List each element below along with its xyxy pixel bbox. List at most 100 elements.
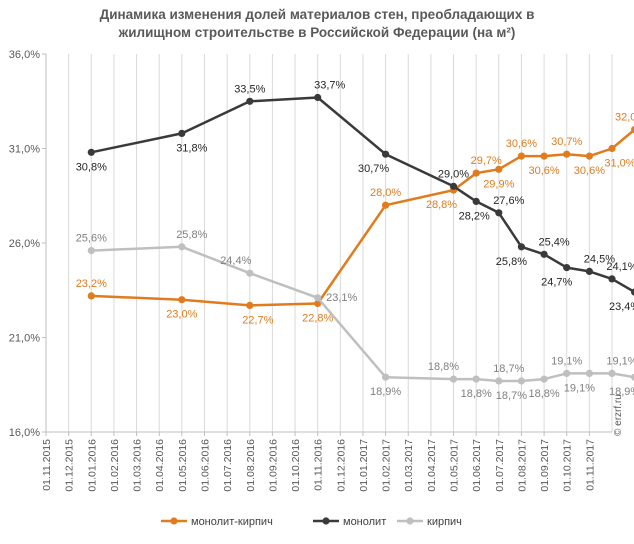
data-labels: 23,2% 23,0% 22,7% 22,8% 28,0% 28,8% 29,7% 29,9%… [76,80,634,403]
x-tick-label: 01.12.2015 [64,439,76,492]
data-point [87,292,95,300]
data-point [87,148,95,156]
data-point [449,375,458,383]
data-point [585,152,594,160]
data-label: 30,6% [528,165,559,177]
data-point [540,152,548,160]
x-tick-label: 01.09.2017 [539,439,551,492]
x-tick-label: 01.04.2016 [154,439,166,492]
x-tick-label: 01.03.2017 [403,439,415,492]
x-tick-label: 01.07.2017 [494,439,506,492]
data-point [517,243,526,251]
data-label: 18,8% [461,388,492,400]
data-label: 30,7% [551,136,582,148]
data-label: 24,4% [220,255,251,267]
x-tick-label: 01.11.2017 [584,439,596,491]
data-label: 23,4% [609,301,634,313]
data-point [495,209,503,217]
data-label: 30,6% [574,165,605,177]
data-point [382,150,390,158]
chart-series [87,93,634,385]
data-label: 24,1% [606,261,634,273]
data-point [246,301,254,309]
x-tick-label: 01.01.2017 [358,439,370,492]
x-tick-label: 01.08.2017 [516,439,528,492]
series-line [91,245,634,383]
data-label: 32,0% [615,112,634,124]
data-label: 18,7% [496,390,527,402]
y-tick-label: 36,0% [9,49,40,61]
x-tick-label: 01.10.2017 [562,439,574,492]
data-label: 23,2% [76,278,107,290]
data-label: 23,1% [326,292,357,304]
data-point [563,264,571,272]
data-label: 29,9% [483,178,514,190]
data-point [382,201,390,209]
data-label: 22,7% [242,314,273,326]
data-point [382,373,390,381]
x-tick-label: 01.12.2016 [335,439,347,492]
data-point [472,375,480,383]
data-point [517,152,526,160]
data-label: 31,8% [176,142,207,154]
data-label: 27,6% [493,195,524,207]
data-point [585,267,594,275]
legend-swatch-marker [322,517,330,525]
legend-swatch-marker [406,517,414,525]
data-label: 19,1% [606,355,634,367]
data-point [585,369,594,377]
data-label: 23,0% [166,309,197,321]
x-tick-label: 01.06.2016 [199,439,211,492]
data-point [246,97,254,105]
data-point [449,182,458,190]
data-label: 28,0% [370,187,401,199]
data-point [608,144,616,153]
data-label: 29,7% [471,155,502,167]
y-tick-label: 26,0% [9,238,40,250]
chart-title-line: Динамика изменения долей материалов стен… [100,7,535,22]
legend-label: кирпич [427,516,462,528]
data-point [540,250,548,258]
data-point [563,369,571,377]
data-point [314,294,322,302]
x-tick-label: 01.04.2017 [426,439,438,492]
x-tick-label: 01.10.2016 [290,439,302,492]
data-point [517,377,526,385]
x-tick-label: 01.02.2017 [381,439,393,492]
x-tick-label: 01.05.2016 [177,439,189,492]
y-tick-label: 16,0% [9,427,40,439]
data-label: 30,8% [76,161,107,173]
y-axis: 16,0% 21,0% 26,0% 31,0% 36,0% [9,49,46,439]
data-point [472,197,480,205]
data-label: 25,8% [176,229,207,241]
x-tick-label: 01.09.2016 [267,439,279,492]
data-label: 28,2% [459,210,490,222]
data-point [495,165,503,173]
data-point [178,296,186,304]
series-line [91,96,634,294]
data-label: 28,8% [426,199,457,211]
data-label: 19,1% [564,382,595,394]
data-label: 18,8% [528,388,559,400]
data-label: 18,9% [370,386,401,398]
data-label: 18,9% [609,386,634,398]
watermark: © erzrf.ru [613,394,624,436]
data-point [472,169,480,177]
data-point [631,288,634,296]
x-axis: 01.11.2015 01.12.2015 01.01.2016 01.02.2016… [41,432,596,492]
data-label: 24,5% [584,253,615,265]
data-point [246,269,254,277]
chart-title-line: жилищном строительстве в Российской Феде… [118,25,516,40]
x-tick-label: 01.01.2016 [86,439,98,492]
data-point [314,93,322,102]
data-point [631,126,634,134]
chart-title: Динамика изменения долей материалов стен… [100,7,535,40]
data-label: 22,8% [302,313,333,325]
data-point [540,375,548,383]
x-tick-label: 01.05.2017 [449,439,461,492]
data-point [563,150,571,158]
x-tick-label: 01.11.2016 [313,439,325,491]
data-label: 18,8% [428,361,459,373]
x-tick-label: 01.08.2016 [245,439,257,492]
